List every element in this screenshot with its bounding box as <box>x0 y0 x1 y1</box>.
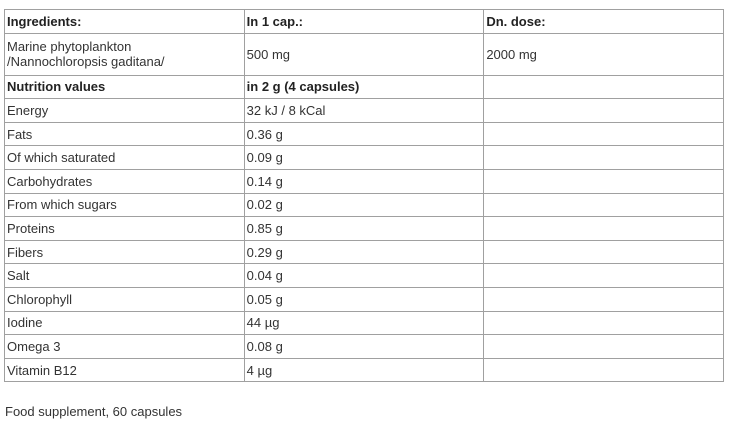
table-row: Omega 3 0.08 g <box>4 334 724 359</box>
empty-cell <box>483 192 724 218</box>
footer-note: Food supplement, 60 capsules <box>5 404 183 419</box>
empty-cell <box>483 168 724 194</box>
table-row: Salt 0.04 g <box>4 263 724 288</box>
ingredient-name-line1: Marine phytoplankton <box>7 39 132 55</box>
nutrition-amount: in 2 g (4 capsules) <box>243 74 485 100</box>
nutrient-value: 0.36 g <box>243 121 485 147</box>
nutrient-name: Energy <box>4 98 245 123</box>
table-row: Chlorophyll 0.05 g <box>4 286 724 312</box>
empty-cell <box>483 286 724 312</box>
nutrient-name: Proteins <box>4 216 245 241</box>
header-ingredients: Ingredients: <box>4 9 245 34</box>
nutrient-value: 0.04 g <box>243 263 485 288</box>
empty-cell <box>483 334 724 359</box>
nutrient-value: 0.02 g <box>243 192 485 218</box>
table-row: Iodine 44 µg <box>4 310 724 336</box>
table-header-row: Ingredients: In 1 cap.: Dn. dose: <box>4 9 724 34</box>
empty-cell <box>483 145 724 170</box>
empty-cell <box>483 121 724 147</box>
nutrient-value: 0.29 g <box>243 239 485 265</box>
nutrient-value: 44 µg <box>243 310 485 336</box>
table-row: From which sugars 0.02 g <box>4 192 724 218</box>
table-row: Fats 0.36 g <box>4 121 724 147</box>
empty-cell <box>483 239 724 265</box>
nutrient-value: 32 kJ / 8 kCal <box>243 98 485 123</box>
nutrient-name: Carbohydrates <box>4 168 245 194</box>
nutrition-header-row: Nutrition values in 2 g (4 capsules) <box>4 74 724 100</box>
nutrient-name: Of which saturated <box>4 145 245 170</box>
nutrient-value: 0.14 g <box>243 168 485 194</box>
nutrient-value: 4 µg <box>243 357 485 383</box>
nutrient-name: Vitamin B12 <box>4 357 245 383</box>
ingredient-daily-dose: 2000 mg <box>483 32 724 76</box>
nutrient-value: 0.09 g <box>243 145 485 170</box>
empty-cell <box>483 74 724 100</box>
nutrient-name: Omega 3 <box>4 334 245 359</box>
nutrient-name: Chlorophyll <box>4 286 245 312</box>
nutrient-name: Iodine <box>4 310 245 336</box>
table-row: Vitamin B12 4 µg <box>4 357 724 383</box>
table-row: Of which saturated 0.09 g <box>4 145 724 170</box>
ingredient-per-cap: 500 mg <box>243 32 485 76</box>
table-row: Fibers 0.29 g <box>4 239 724 265</box>
nutrition-label: Nutrition values <box>4 74 245 100</box>
nutrient-name: Fats <box>4 121 245 147</box>
nutrient-value: 0.08 g <box>243 334 485 359</box>
ingredient-row: Marine phytoplankton/Nannochloropsis gad… <box>4 32 724 76</box>
nutrient-name: Fibers <box>4 239 245 265</box>
nutrient-name: From which sugars <box>4 192 245 218</box>
nutrient-value: 0.85 g <box>243 216 485 241</box>
table-row: Proteins 0.85 g <box>4 216 724 241</box>
nutrient-value: 0.05 g <box>243 286 485 312</box>
header-daily-dose: Dn. dose: <box>483 9 724 34</box>
nutrition-table: Ingredients: In 1 cap.: Dn. dose: Marine… <box>4 9 724 383</box>
empty-cell <box>483 310 724 336</box>
table-row: Energy 32 kJ / 8 kCal <box>4 98 724 123</box>
empty-cell <box>483 263 724 288</box>
header-per-cap: In 1 cap.: <box>243 9 485 34</box>
ingredient-name-line2: /Nannochloropsis gaditana/ <box>7 54 165 70</box>
empty-cell <box>483 357 724 383</box>
table-row: Carbohydrates 0.14 g <box>4 168 724 194</box>
empty-cell <box>483 216 724 241</box>
empty-cell <box>483 98 724 123</box>
ingredient-name: Marine phytoplankton/Nannochloropsis gad… <box>4 32 245 76</box>
nutrient-name: Salt <box>4 263 245 288</box>
